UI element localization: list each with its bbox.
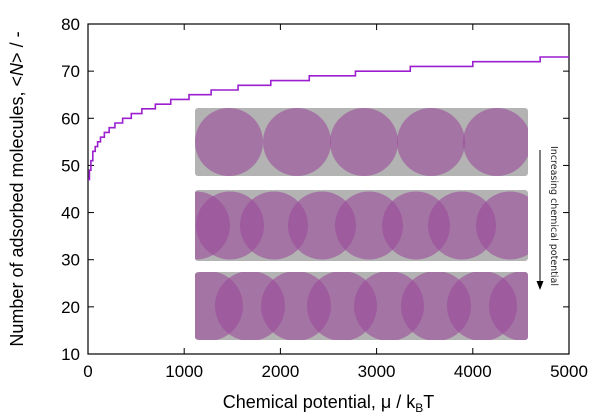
x-axis-label: Chemical potential, μ / kBT xyxy=(223,392,434,414)
y-axis-label: Number of adsorbed molecules, <N> / - xyxy=(7,31,27,346)
y-tick-label: 50 xyxy=(61,156,80,175)
y-tick-label: 20 xyxy=(61,298,80,317)
y-tick-label: 70 xyxy=(61,62,80,81)
inset-illustration: Increasing chemical potential xyxy=(195,108,559,340)
x-tick-label: 4000 xyxy=(454,362,492,381)
x-tick-label: 1000 xyxy=(165,362,203,381)
molecule-circle xyxy=(428,191,496,260)
series-layer xyxy=(88,56,569,181)
inset-annotation: Increasing chemical potential xyxy=(548,146,559,286)
x-tick-label: 2000 xyxy=(261,362,299,381)
molecule-circle xyxy=(195,108,263,176)
y-tick-label: 60 xyxy=(61,109,80,128)
y-tick-label: 10 xyxy=(61,345,80,364)
axis-ticks: 0 1000 2000 3000 4000 5000 10 20 30 40 50 60 70 80 xyxy=(61,15,588,381)
x-tick-label: 0 xyxy=(83,362,92,381)
molecule-circle xyxy=(288,191,356,260)
molecule-circle xyxy=(397,108,465,176)
y-tick-label: 80 xyxy=(61,15,80,34)
molecule-circle xyxy=(335,191,403,260)
plot-frame xyxy=(87,23,570,355)
molecule-circle xyxy=(489,272,528,340)
x-tick-label: 5000 xyxy=(550,362,588,381)
molecule-circle xyxy=(330,108,398,176)
molecule-circle xyxy=(463,108,528,176)
inset-arrow-head xyxy=(536,281,544,290)
y-tick-label: 40 xyxy=(61,204,80,223)
y-tick-label: 30 xyxy=(61,251,80,270)
molecule-circle xyxy=(240,191,308,260)
series-line xyxy=(88,56,569,181)
molecule-circle xyxy=(263,108,331,176)
x-tick-label: 3000 xyxy=(358,362,396,381)
molecule-circle xyxy=(476,191,528,260)
